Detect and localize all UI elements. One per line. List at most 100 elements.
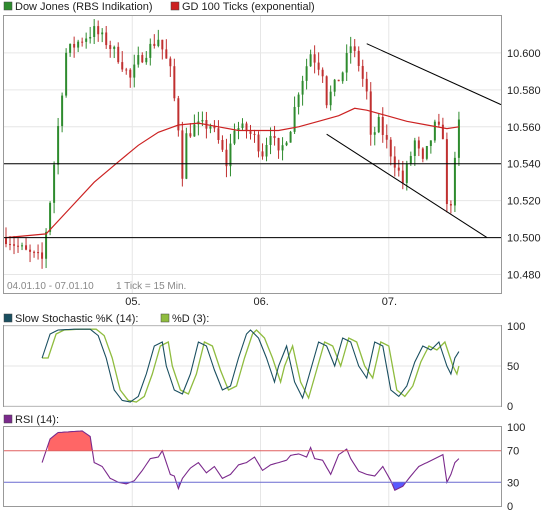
candle-body xyxy=(337,79,340,82)
candle-body xyxy=(101,32,104,35)
candle-body xyxy=(361,65,364,79)
candle-body xyxy=(325,76,328,106)
stoch-y-tick-label: 0 xyxy=(507,401,513,413)
stochastic-panel: 0 50 100 Slow Stochastic %K (14): %D (3): xyxy=(3,313,525,413)
candle-body xyxy=(153,43,156,46)
candle-body xyxy=(261,151,264,157)
candle-body xyxy=(173,66,176,99)
candle-body xyxy=(225,149,228,167)
rsi-y-tick-label: 0 xyxy=(507,501,513,513)
candle-body xyxy=(449,204,452,206)
d-swatch xyxy=(160,313,170,323)
candle-body xyxy=(213,126,216,129)
rsi-line xyxy=(41,430,460,491)
candle-body xyxy=(237,128,240,131)
candle-body xyxy=(249,131,252,134)
candle-body xyxy=(133,64,136,78)
candle-body xyxy=(321,69,324,77)
candle-body xyxy=(141,55,144,63)
candle-body xyxy=(217,128,220,141)
rsi-line-group xyxy=(41,430,460,491)
stochastic-y-ticks: 0 50 100 xyxy=(507,321,525,413)
channel-lower-line xyxy=(326,133,488,239)
candle-body xyxy=(241,123,244,129)
candle-body xyxy=(9,244,12,246)
candle-body xyxy=(125,69,128,71)
candle-body xyxy=(157,39,160,46)
candle-body xyxy=(185,133,188,179)
legend-k-label: Slow Stochastic %K (14): xyxy=(15,313,139,325)
candle-body xyxy=(333,79,336,92)
support-lines xyxy=(4,163,501,239)
candle-body xyxy=(121,62,124,70)
candle-body xyxy=(441,124,444,140)
legend-price-label: Dow Jones (RBS Indikation) xyxy=(15,1,153,13)
date-range-label: 04.01.10 - 07.01.10 xyxy=(7,281,94,292)
candle-body xyxy=(85,38,88,42)
candle-body xyxy=(145,57,148,63)
candle-body xyxy=(277,138,280,151)
candle-body xyxy=(149,43,152,58)
candle-body xyxy=(189,133,192,137)
candle-body xyxy=(81,41,84,43)
candle-body xyxy=(409,155,412,164)
candle-body xyxy=(377,116,380,133)
candle-body xyxy=(113,46,116,49)
candle-body xyxy=(401,170,404,183)
resolution-label: 1 Tick = 15 Min. xyxy=(116,281,186,292)
candle-body xyxy=(269,135,272,145)
candle-body xyxy=(257,134,260,152)
stoch-k-line xyxy=(41,328,460,403)
stoch-y-tick-label: 100 xyxy=(507,321,525,333)
candle-body xyxy=(53,164,56,203)
candle-body xyxy=(245,123,248,132)
price-y-tick-label: 10.580 xyxy=(507,85,541,97)
candle-body xyxy=(437,121,440,125)
candle-body xyxy=(373,132,376,135)
price-y-tick-label: 10.500 xyxy=(507,233,541,245)
trend-channel xyxy=(326,43,502,239)
candle-body xyxy=(273,135,276,139)
candle-body xyxy=(453,157,456,206)
candle-body xyxy=(161,39,164,50)
candle-body xyxy=(5,237,8,245)
candle-body xyxy=(309,54,312,67)
price-y-tick-label: 10.520 xyxy=(507,196,541,208)
candle-body xyxy=(13,244,16,246)
candle-body xyxy=(385,134,388,140)
candle-body xyxy=(169,58,172,67)
candle-body xyxy=(177,98,180,131)
stochastic-lines xyxy=(41,328,460,403)
price-y-tick-label: 10.480 xyxy=(507,270,541,282)
candle-body xyxy=(65,52,68,96)
candle-body xyxy=(433,121,436,141)
price-y-tick-label: 10.560 xyxy=(507,122,541,134)
candle-body xyxy=(209,126,212,129)
price-x-tick-label: 06. xyxy=(254,296,269,308)
rsi-oversold-area xyxy=(392,482,405,491)
candle-body xyxy=(221,140,224,150)
ma-line-group xyxy=(5,107,459,239)
rsi-y-tick-label: 70 xyxy=(507,446,519,458)
candle-body xyxy=(17,245,20,247)
candle-body xyxy=(345,52,348,73)
candle-body xyxy=(201,120,204,122)
ma-swatch xyxy=(170,1,180,11)
candle-body xyxy=(57,126,60,165)
stochastic-gridlines xyxy=(4,325,501,407)
candle-body xyxy=(289,131,292,143)
candle-body xyxy=(405,163,408,183)
candle-body xyxy=(229,143,232,167)
legend-rsi-label: RSI (14): xyxy=(15,414,59,426)
candle-body xyxy=(89,36,92,39)
rsi-swatch xyxy=(3,414,13,424)
stoch-d-line xyxy=(42,328,460,403)
price-x-tick-label: 07. xyxy=(382,296,397,308)
candle-body xyxy=(313,54,316,63)
candle-body xyxy=(421,148,424,159)
candle-body xyxy=(305,66,308,81)
candle-body xyxy=(417,140,420,149)
candle-body xyxy=(97,26,100,35)
price-x-ticks: 05. 06. 07. xyxy=(125,296,397,308)
